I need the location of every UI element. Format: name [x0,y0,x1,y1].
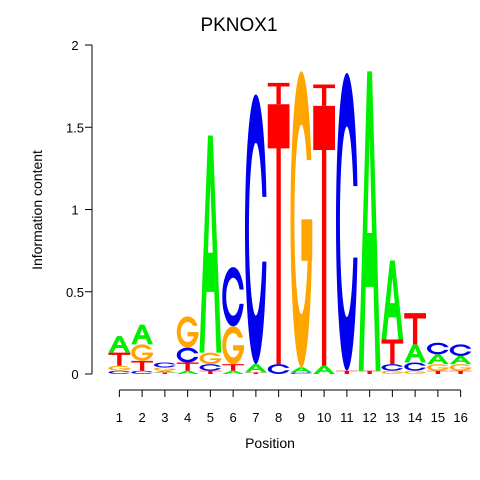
logo-letter-C [222,267,245,327]
logo-letter-T [404,313,426,345]
x-tick-label: 5 [207,410,214,425]
logo-letter-T [245,372,267,374]
logo-letter-A [313,365,335,374]
logo-letter-G [108,365,131,371]
logo-letter-G [131,344,154,361]
logo-letter-T [154,372,176,374]
logo-letter-A [404,344,426,363]
logo-letter-G [176,316,199,348]
y-tick-label: 1 [71,203,78,218]
x-tick-label: 3 [161,410,168,425]
x-tick-label: 11 [340,410,354,425]
logo-letter-G [427,364,449,371]
logo-letter-C [290,372,313,375]
logo-letter-C [427,342,449,355]
logo-letter-C [245,94,267,365]
logo-letter-A [176,370,199,374]
y-axis: 0 0.5 1 1.5 2 [66,38,93,382]
logo-letter-T [313,84,335,106]
logo-letter-A [222,370,244,374]
x-tick-label: 16 [453,410,467,425]
logo-letter-A [427,354,449,365]
x-tick-label: 13 [385,410,399,425]
logo-letter-T [336,370,358,374]
logo-letter-G [381,370,404,374]
logo-letter-C [404,362,427,371]
logo-letter-T [131,360,153,371]
logo-letter-A [381,260,404,340]
x-tick-label: 8 [275,410,282,425]
x-tick-label: 2 [139,410,146,425]
logo-letter-T [358,370,381,374]
logo-letter-A [245,364,267,373]
x-tick-label: 6 [230,410,237,425]
logo-letter-T [108,352,131,366]
logo-letter-C [267,364,290,375]
logo-letter-G [154,367,176,371]
x-tick-label: 9 [298,410,305,425]
logo-letter-C [108,370,131,374]
x-tick-label: 7 [252,410,259,425]
logo-letter-A [131,324,153,345]
x-axis-label: Position [245,435,295,451]
logo-letter-C [199,364,222,371]
chart-title: PKNOX1 [200,15,277,36]
logo-letter-A [290,367,313,373]
x-tick-label: 10 [317,410,331,425]
x-tick-label: 4 [184,410,191,425]
logo-letter-T [313,105,335,366]
x-tick-label: 1 [116,410,123,425]
logo-letter-C [131,370,154,374]
logo-letter-A [154,370,176,373]
y-tick-label: 1.5 [66,120,84,135]
y-tick-label: 2 [71,38,78,53]
logo-letter-C [381,364,404,371]
logo-letter-A [449,355,472,365]
x-tick-label: 12 [362,410,376,425]
x-axis: 1 2 3 4 5 6 7 8 9 10 11 12 13 14 15 16 [116,389,468,425]
logo-letter-C [154,362,176,368]
logo-letter-T [267,104,290,365]
logo-letter-A [358,71,381,371]
x-tick-label: 14 [408,410,422,425]
logo-letter-T [267,82,290,105]
logo-letter-T [381,339,404,365]
logo-letter-G [199,352,222,365]
logo-letter-G [222,326,245,365]
logo-letter-T [176,362,199,371]
logo-letter-A [108,336,131,353]
y-axis-label: Information content [29,150,45,270]
letter-stacks [108,71,472,375]
logo-letter-A [199,135,222,353]
y-tick-label: 0 [71,367,78,382]
logo-letter-G [449,364,472,371]
logo-letter-T [222,364,244,371]
logo-letter-C [336,72,358,371]
logo-letter-T [449,370,472,374]
logo-letter-C [176,347,199,363]
logo-letter-T [427,370,449,374]
x-tick-label: 15 [431,410,445,425]
logo-letter-G [290,71,313,368]
y-tick-label: 0.5 [66,285,84,300]
logo-letter-C [449,344,472,356]
logo-letter-T [199,370,222,374]
logo-letter-G [404,370,427,374]
